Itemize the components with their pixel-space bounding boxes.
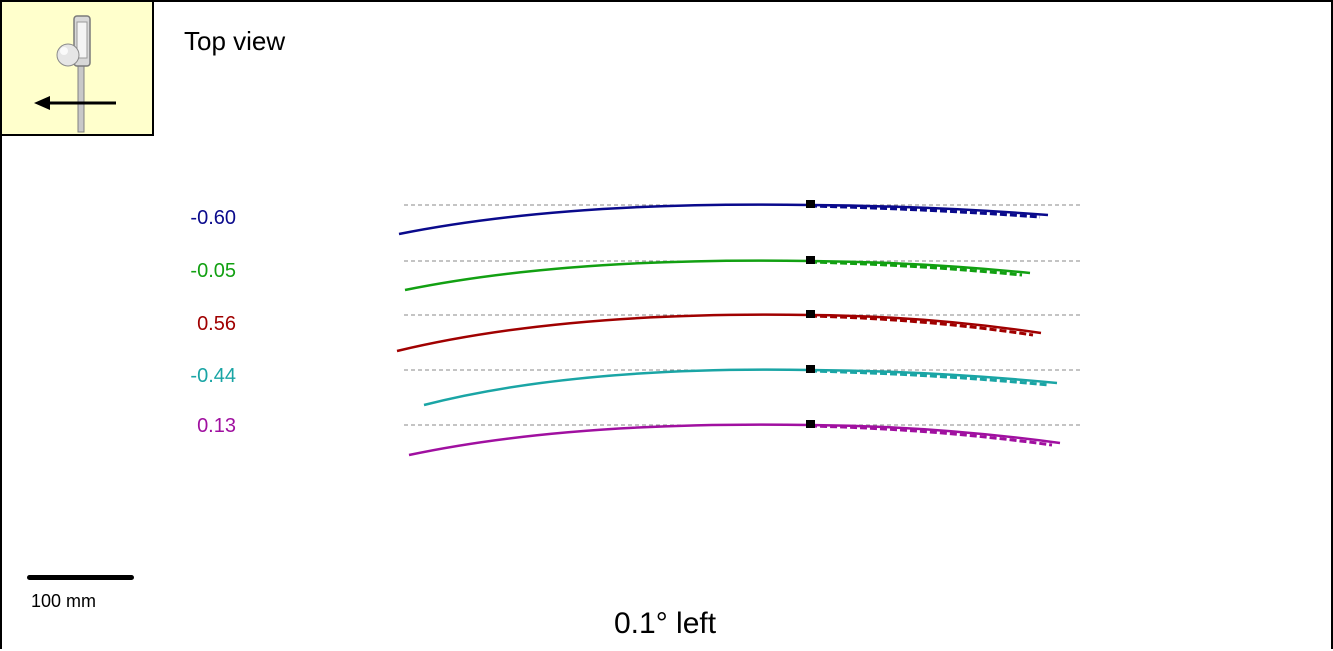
aim-direction-text: 0.1° left [614,607,717,640]
trace-follow-through [809,203,1049,217]
trace-face-path [809,424,1053,447]
series-label: -0.44 [190,365,236,387]
view-icon-panel [2,2,154,136]
trace-backswing [398,203,811,236]
series-label: -0.60 [190,207,236,229]
trace-face-path [809,369,1050,387]
series-label: 0.13 [197,415,236,437]
chart-title: Top view [184,26,286,56]
series-label: -0.05 [190,260,236,282]
trace-backswing [408,423,811,457]
arrow-left-icon [34,96,116,110]
trace-face-path [809,314,1034,337]
impact-marker [806,256,815,264]
series-label: 0.56 [197,313,236,335]
scale-bar-label: 100 mm [31,591,97,611]
trace-face-path [809,204,1041,219]
putter-icon [34,15,116,133]
trace-backswing [423,368,811,407]
trace-face-path [809,260,1023,277]
impact-marker [806,200,815,208]
impact-marker [806,420,815,428]
trace-follow-through [809,313,1042,335]
impact-marker [806,310,815,318]
impact-marker [806,365,815,373]
trace-backswing [404,259,811,292]
trace-backswing [396,313,811,353]
scale-bar [27,575,134,580]
